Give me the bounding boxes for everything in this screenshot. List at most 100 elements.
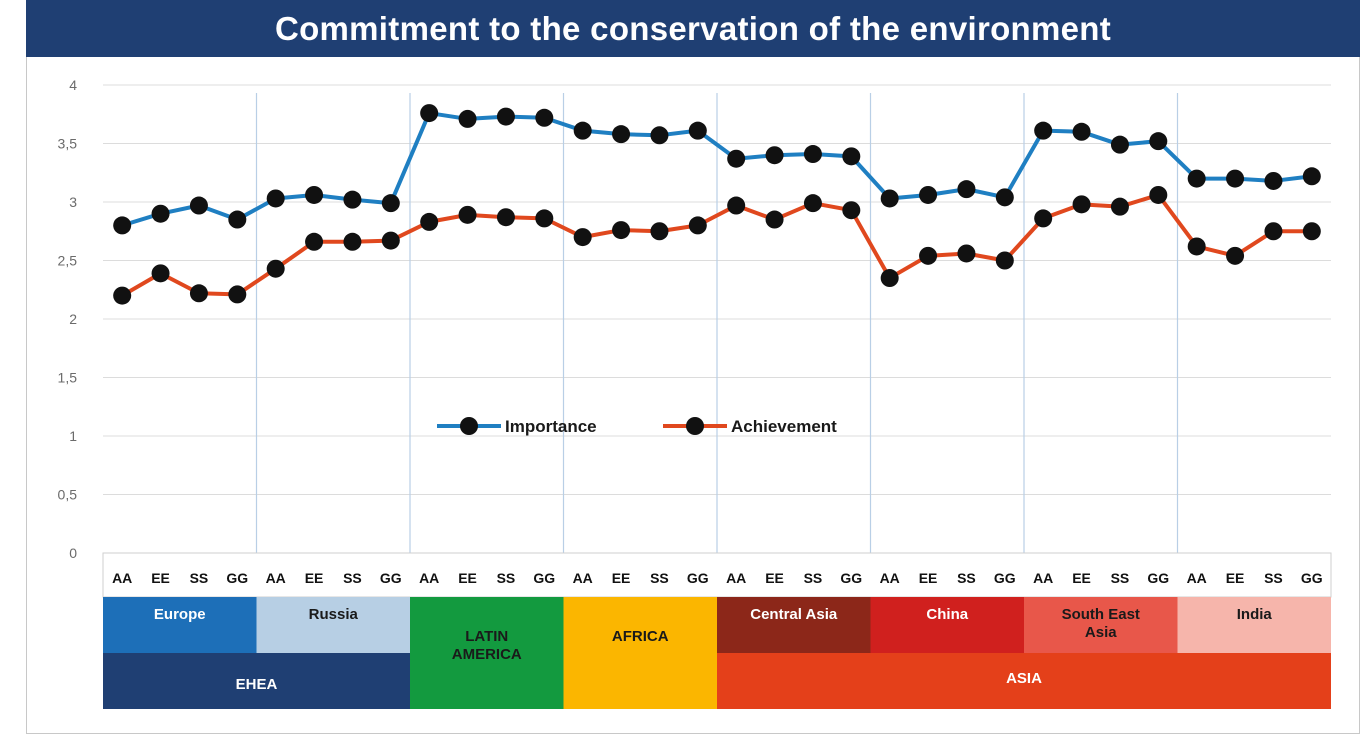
data-point-importance xyxy=(1187,169,1206,188)
x-tick-label: AA xyxy=(1187,570,1207,586)
series-line-importance xyxy=(275,112,432,206)
data-point-importance xyxy=(535,108,554,127)
x-tick-label: EE xyxy=(1226,570,1245,586)
data-point-achievement xyxy=(343,232,362,251)
region-band xyxy=(256,597,410,653)
data-point-importance xyxy=(1149,132,1168,151)
data-point-importance xyxy=(880,189,899,208)
data-point-importance xyxy=(266,189,285,208)
data-point-achievement xyxy=(1302,222,1321,241)
x-tick-label: GG xyxy=(380,570,402,586)
data-point-importance xyxy=(612,125,631,144)
data-point-achievement xyxy=(765,210,784,229)
data-point-achievement xyxy=(1187,237,1206,256)
legend-swatch-marker xyxy=(686,417,704,435)
x-tick-label: GG xyxy=(840,570,862,586)
data-point-importance xyxy=(1226,169,1245,188)
x-tick-label: GG xyxy=(1147,570,1169,586)
data-point-importance xyxy=(995,188,1014,207)
data-point-achievement xyxy=(420,212,439,231)
data-point-achievement xyxy=(305,232,324,251)
macro-band-label: ASIA xyxy=(1006,670,1042,687)
data-point-achievement xyxy=(842,201,861,220)
y-tick-label: 2 xyxy=(69,311,77,327)
data-point-importance xyxy=(305,185,324,204)
region-band xyxy=(1024,597,1178,653)
data-point-importance xyxy=(688,121,707,140)
x-tick-label: AA xyxy=(573,570,593,586)
data-point-achievement xyxy=(151,264,170,283)
data-point-importance xyxy=(1110,135,1129,154)
data-point-importance xyxy=(573,121,592,140)
data-point-importance xyxy=(765,146,784,165)
line-chart: 0 0,5 1 1,5 2 2,5 3 3,5 4 AA EE SS GG AA EE SS GG AA EE SS G… xyxy=(58,77,1332,709)
y-tick-label: 0 xyxy=(69,545,77,561)
region-band-label: South East Asia xyxy=(1062,606,1140,641)
data-point-importance xyxy=(458,109,477,128)
data-point-achievement xyxy=(1264,222,1283,241)
region-band-label: LATIN AMERICA xyxy=(452,628,522,663)
x-tick-label: EE xyxy=(919,570,938,586)
data-point-importance xyxy=(228,210,247,229)
data-point-importance xyxy=(343,190,362,209)
legend-label: Achievement xyxy=(731,417,837,436)
y-tick-label: 1 xyxy=(69,428,77,444)
region-band xyxy=(717,597,871,653)
data-point-achievement xyxy=(458,205,477,224)
series-line-achievement xyxy=(735,201,892,280)
data-point-achievement xyxy=(496,208,515,227)
data-point-achievement xyxy=(1034,209,1053,228)
x-tick-label: SS xyxy=(1111,570,1130,586)
data-point-importance xyxy=(1302,167,1321,186)
x-tick-label: SS xyxy=(804,570,823,586)
region-band-label-line: South East xyxy=(1062,606,1140,623)
data-point-importance xyxy=(957,180,976,199)
region-band-label: China xyxy=(926,606,968,623)
series-line-importance xyxy=(1196,174,1313,183)
x-tick-label: GG xyxy=(226,570,248,586)
category-label-row xyxy=(102,552,1332,598)
y-tick-label: 0,5 xyxy=(58,487,78,503)
data-point-importance xyxy=(381,194,400,213)
x-tick-label: SS xyxy=(190,570,209,586)
region-band-label: Europe xyxy=(154,606,206,623)
x-tick-label: AA xyxy=(726,570,746,586)
chart-title-bar: Commitment to the conservation of the en… xyxy=(26,0,1360,57)
chart-frame: 0 0,5 1 1,5 2 2,5 3 3,5 4 AA EE SS GG AA EE SS GG AA EE SS G… xyxy=(26,57,1360,734)
region-band xyxy=(410,597,564,709)
data-point-achievement xyxy=(266,259,285,278)
data-point-achievement xyxy=(113,286,132,305)
data-point-achievement xyxy=(995,251,1014,270)
region-band xyxy=(870,597,1024,653)
x-tick-label: SS xyxy=(957,570,976,586)
data-point-achievement xyxy=(1226,246,1245,265)
x-tick-label: GG xyxy=(1301,570,1323,586)
data-point-importance xyxy=(420,104,439,123)
data-point-importance xyxy=(113,216,132,235)
x-tick-label: AA xyxy=(112,570,132,586)
data-point-importance xyxy=(727,149,746,168)
data-point-achievement xyxy=(535,209,554,228)
region-band-label-line: LATIN xyxy=(465,628,508,645)
x-tick-label: EE xyxy=(765,570,784,586)
y-tick-label: 1,5 xyxy=(58,370,78,386)
x-tick-label: GG xyxy=(687,570,709,586)
series-line-achievement xyxy=(1196,229,1312,258)
data-point-importance xyxy=(842,147,861,166)
data-point-achievement xyxy=(573,228,592,247)
data-point-achievement xyxy=(803,194,822,213)
data-point-importance xyxy=(1072,122,1091,141)
region-band-label-line: AMERICA xyxy=(452,646,522,663)
region-band xyxy=(563,597,717,709)
data-point-importance xyxy=(151,204,170,223)
data-point-importance xyxy=(919,185,938,204)
data-point-achievement xyxy=(189,284,208,303)
macro-band-ehea xyxy=(103,653,410,709)
macro-band-label: EHEA xyxy=(236,676,278,693)
data-point-importance xyxy=(803,145,822,164)
data-point-achievement xyxy=(228,285,247,304)
y-tick-label: 3 xyxy=(69,194,77,210)
region-band-label: Russia xyxy=(309,606,359,623)
data-point-importance xyxy=(650,126,669,145)
data-point-achievement xyxy=(919,246,938,265)
